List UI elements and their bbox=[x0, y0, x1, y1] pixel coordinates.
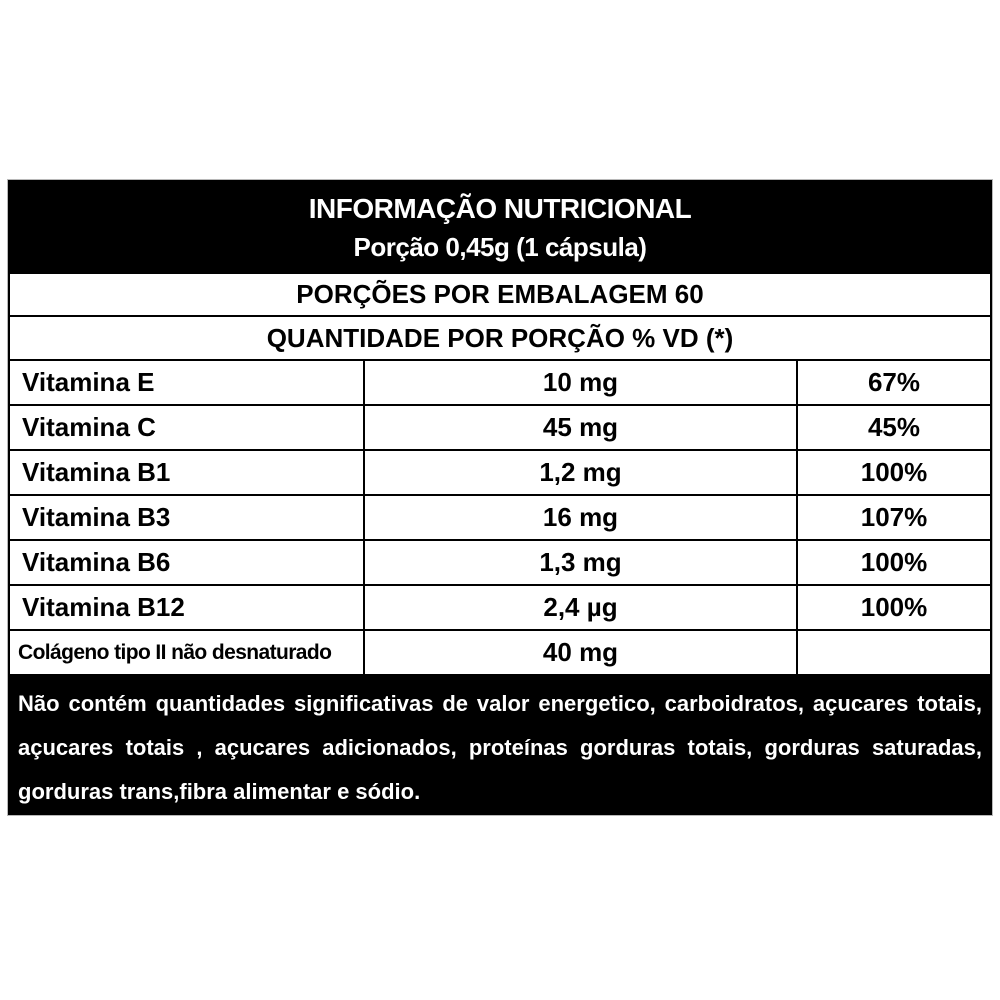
footnote-line-3: gorduras trans,fibra alimentar e sódio. bbox=[18, 778, 421, 804]
servings-per-package-band: PORÇÕES POR EMBALAGEM 60 bbox=[10, 274, 990, 317]
nutrient-amount: 2,4 µg bbox=[365, 586, 798, 629]
nutrient-amount: 40 mg bbox=[365, 631, 798, 674]
nutrient-amount: 45 mg bbox=[365, 406, 798, 449]
quantity-header-band: QUANTIDADE POR PORÇÃO % VD (*) bbox=[10, 317, 990, 361]
table-row-vitamina-b6: Vitamina B6 1,3 mg 100% bbox=[10, 541, 990, 586]
footnote-line-1: Não contém quantidades significativas de… bbox=[18, 690, 982, 716]
nutrient-dv: 45% bbox=[867, 412, 921, 442]
nutrient-name: Vitamina B1 bbox=[10, 451, 365, 494]
table-row-vitamina-c: Vitamina C 45 mg 45% bbox=[10, 406, 990, 451]
nutrient-amount: 16 mg bbox=[365, 496, 798, 539]
footnote-line-2: açucares totais , açucares adicionados, … bbox=[18, 734, 982, 760]
table-row-vitamina-b1: Vitamina B1 1,2 mg 100% bbox=[10, 451, 990, 496]
title-band: INFORMAÇÃO NUTRICIONAL Porção 0,45g (1 c… bbox=[10, 182, 990, 274]
nutrient-name: Vitamina B12 bbox=[10, 586, 365, 629]
nutrient-dv: 107% bbox=[860, 502, 928, 532]
nutrient-name: Vitamina C bbox=[10, 406, 365, 449]
label-title: INFORMAÇÃO NUTRICIONAL bbox=[308, 193, 692, 224]
nutrition-facts-panel: INFORMAÇÃO NUTRICIONAL Porção 0,45g (1 c… bbox=[7, 179, 993, 816]
nutrient-dv: 100% bbox=[860, 592, 928, 622]
nutrient-dv: 100% bbox=[860, 457, 928, 487]
table-row-vitamina-b12: Vitamina B12 2,4 µg 100% bbox=[10, 586, 990, 631]
nutrient-dv bbox=[798, 631, 990, 674]
nutrient-name: Vitamina E bbox=[10, 361, 365, 404]
servings-per-package-text: PORÇÕES POR EMBALAGEM 60 bbox=[296, 279, 704, 309]
nutrient-dv: 100% bbox=[860, 547, 928, 577]
nutrient-amount: 10 mg bbox=[365, 361, 798, 404]
table-row-vitamina-e: Vitamina E 10 mg 67% bbox=[10, 361, 990, 406]
nutrient-amount: 1,2 mg bbox=[365, 451, 798, 494]
nutrient-dv: 67% bbox=[867, 367, 921, 397]
nutrient-name: Vitamina B6 bbox=[10, 541, 365, 584]
quantity-header-text: QUANTIDADE POR PORÇÃO % VD (*) bbox=[266, 322, 734, 353]
nutrient-name: Colágeno tipo II não desnaturado bbox=[10, 631, 365, 674]
nutrient-name: Vitamina B3 bbox=[10, 496, 365, 539]
table-row-vitamina-b3: Vitamina B3 16 mg 107% bbox=[10, 496, 990, 541]
table-row-colageno: Colágeno tipo II não desnaturado 40 mg bbox=[10, 631, 990, 676]
footnote-band: Não contém quantidades significativas de… bbox=[10, 676, 990, 813]
serving-size: Porção 0,45g (1 cápsula) bbox=[353, 232, 647, 262]
nutrient-amount: 1,3 mg bbox=[365, 541, 798, 584]
